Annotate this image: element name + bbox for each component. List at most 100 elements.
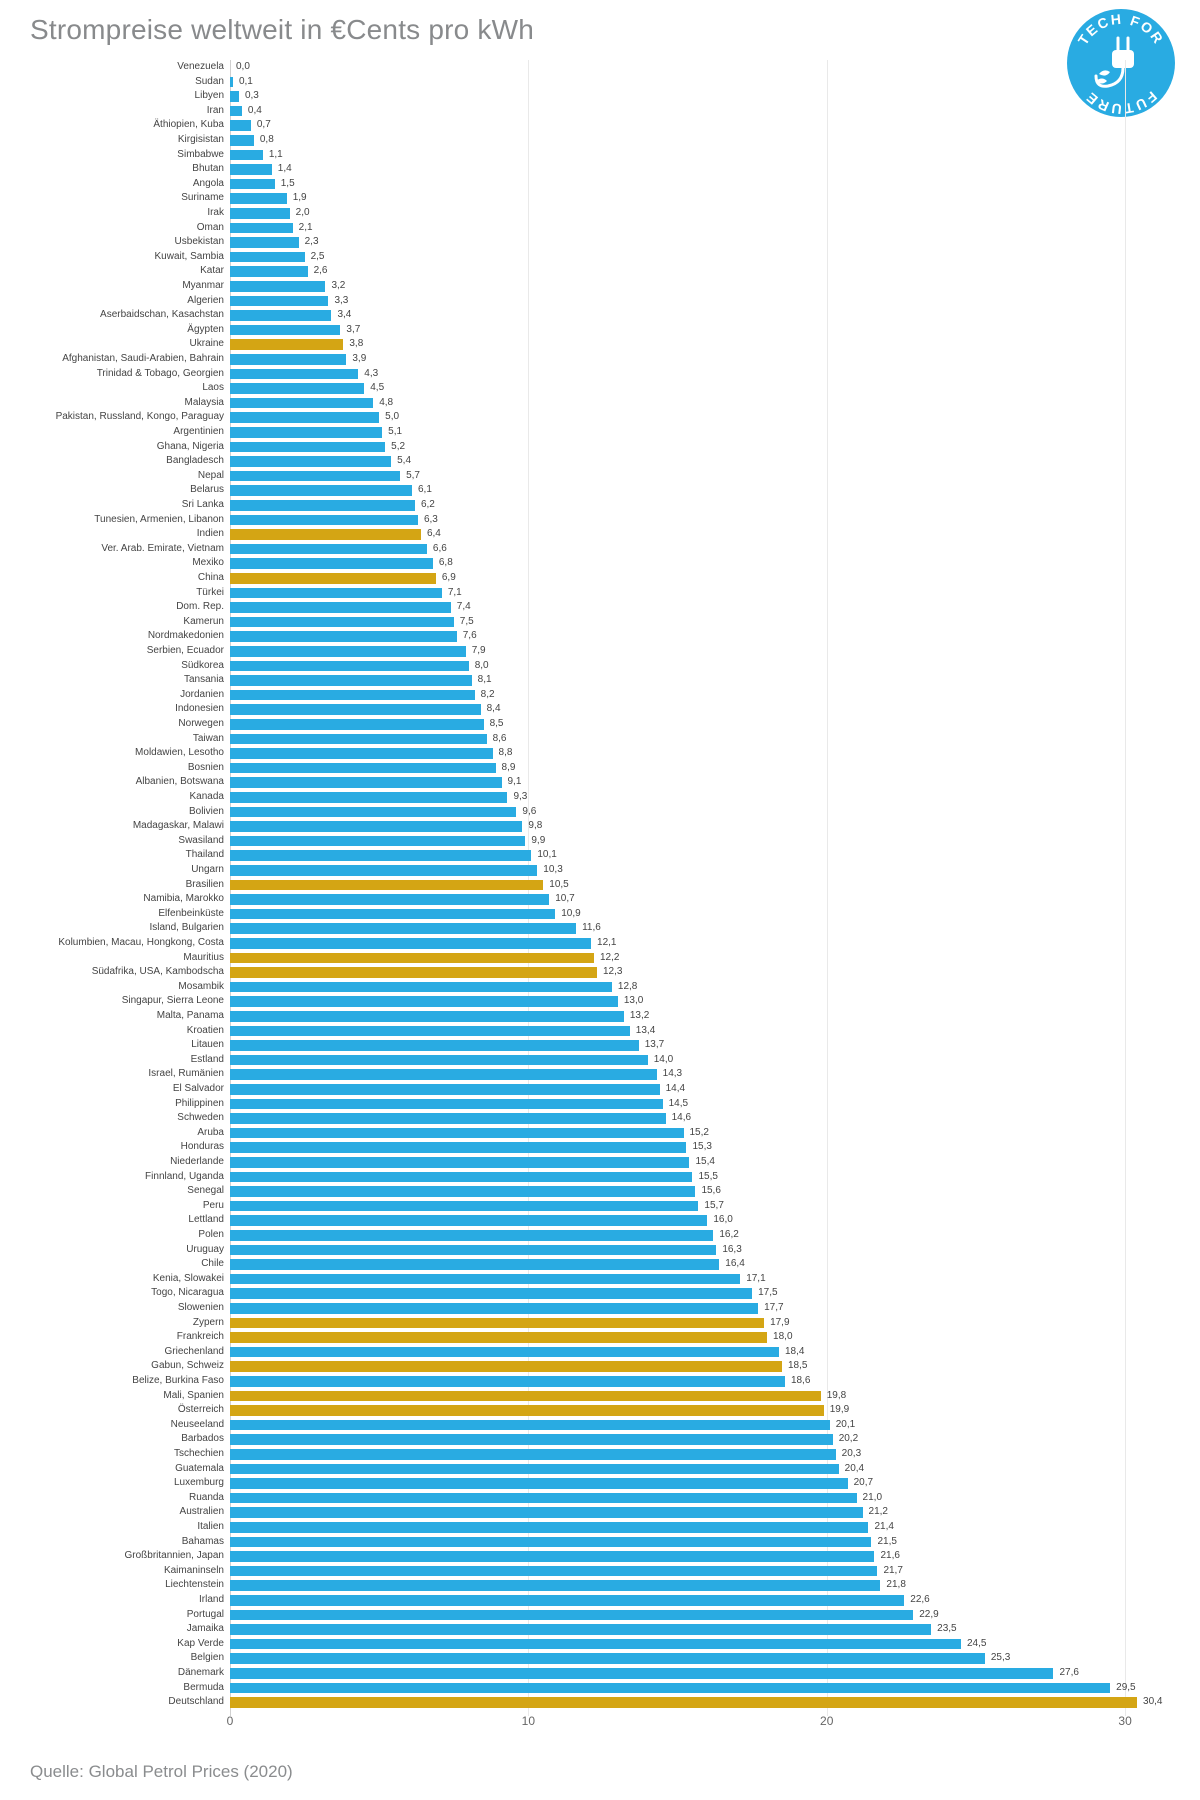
category-label: Argentinien — [4, 425, 224, 440]
value-label: 17,7 — [758, 1301, 783, 1316]
value-label: 7,4 — [451, 600, 471, 615]
bar-row: Kuwait, Sambia2,5 — [230, 250, 1140, 265]
bar-row: Dom. Rep.7,4 — [230, 600, 1140, 615]
category-label: Bermuda — [4, 1681, 224, 1696]
bar — [230, 1026, 630, 1037]
bar-row: Honduras15,3 — [230, 1140, 1140, 1155]
bar — [230, 982, 612, 993]
category-label: Australien — [4, 1505, 224, 1520]
bar — [230, 646, 466, 657]
bar-row: Swasiland9,9 — [230, 834, 1140, 849]
category-label: Nepal — [4, 469, 224, 484]
category-label: Tschechien — [4, 1447, 224, 1462]
value-label: 21,8 — [880, 1578, 905, 1593]
category-label: Angola — [4, 177, 224, 192]
bar-row: Chile16,4 — [230, 1257, 1140, 1272]
bar — [230, 1610, 913, 1621]
category-label: Ghana, Nigeria — [4, 440, 224, 455]
category-label: Bolivien — [4, 805, 224, 820]
bar-row: Tunesien, Armenien, Libanon6,3 — [230, 513, 1140, 528]
value-label: 1,9 — [287, 191, 307, 206]
value-label: 6,3 — [418, 513, 438, 528]
value-label: 3,4 — [331, 308, 351, 323]
category-label: Großbritannien, Japan — [4, 1549, 224, 1564]
bar — [230, 850, 531, 861]
bar-row: Angola1,5 — [230, 177, 1140, 192]
category-label: Slowenien — [4, 1301, 224, 1316]
bar — [230, 427, 382, 438]
bar-row: Guatemala20,4 — [230, 1462, 1140, 1477]
value-label: 19,9 — [824, 1403, 849, 1418]
category-label: Belarus — [4, 483, 224, 498]
page: Strompreise weltweit in €Cents pro kWh T… — [0, 0, 1200, 1800]
value-label: 12,1 — [591, 936, 616, 951]
value-label: 16,3 — [716, 1243, 741, 1258]
bar — [230, 588, 442, 599]
category-label: Kanada — [4, 790, 224, 805]
bar — [230, 1113, 666, 1124]
bar — [230, 558, 433, 569]
value-label: 15,3 — [686, 1140, 711, 1155]
bar — [230, 1493, 857, 1504]
category-label: Norwegen — [4, 717, 224, 732]
bar-row: Bangladesch5,4 — [230, 454, 1140, 469]
value-label: 22,9 — [913, 1608, 938, 1623]
bar-row: Moldawien, Lesotho8,8 — [230, 746, 1140, 761]
bar-row: Iran0,4 — [230, 104, 1140, 119]
bar — [230, 500, 415, 511]
category-label: Tunesien, Armenien, Libanon — [4, 513, 224, 528]
category-label: Kroatien — [4, 1024, 224, 1039]
value-label: 15,4 — [689, 1155, 714, 1170]
value-label: 9,1 — [502, 775, 522, 790]
bar-row: Äthiopien, Kuba0,7 — [230, 118, 1140, 133]
category-label: Mosambik — [4, 980, 224, 995]
category-label: Trinidad & Tobago, Georgien — [4, 367, 224, 382]
bar-row: Irak2,0 — [230, 206, 1140, 221]
bar-row: Indonesien8,4 — [230, 702, 1140, 717]
bar-row: Liechtenstein21,8 — [230, 1578, 1140, 1593]
value-label: 15,6 — [695, 1184, 720, 1199]
value-label: 12,8 — [612, 980, 637, 995]
category-label: Kuwait, Sambia — [4, 250, 224, 265]
bar-row: Mexiko6,8 — [230, 556, 1140, 571]
bar-row: Israel, Rumänien14,3 — [230, 1067, 1140, 1082]
bar — [230, 1172, 692, 1183]
value-label: 0,0 — [230, 60, 250, 75]
bar-highlight — [230, 880, 543, 891]
bar-highlight — [230, 1332, 767, 1343]
bar-highlight — [230, 967, 597, 978]
bar-row: Malta, Panama13,2 — [230, 1009, 1140, 1024]
bar-row: Frankreich18,0 — [230, 1330, 1140, 1345]
bar — [230, 777, 502, 788]
bar-row: Gabun, Schweiz18,5 — [230, 1359, 1140, 1374]
bar — [230, 1055, 648, 1066]
bar-row: Argentinien5,1 — [230, 425, 1140, 440]
bar-row: Tschechien20,3 — [230, 1447, 1140, 1462]
bar — [230, 266, 308, 277]
bar — [230, 748, 493, 759]
bar — [230, 1347, 779, 1358]
value-label: 13,4 — [630, 1024, 655, 1039]
bar — [230, 1245, 716, 1256]
category-label: Pakistan, Russland, Kongo, Paraguay — [4, 410, 224, 425]
bar-row: Myanmar3,2 — [230, 279, 1140, 294]
bar — [230, 675, 472, 686]
bar-row: Mauritius12,2 — [230, 951, 1140, 966]
value-label: 6,1 — [412, 483, 432, 498]
bar-row: Südkorea8,0 — [230, 659, 1140, 674]
bar-row: Albanien, Botswana9,1 — [230, 775, 1140, 790]
category-label: Myanmar — [4, 279, 224, 294]
value-label: 2,6 — [308, 264, 328, 279]
bar-row: Ungarn10,3 — [230, 863, 1140, 878]
category-label: Libyen — [4, 89, 224, 104]
bar-row: Dänemark27,6 — [230, 1666, 1140, 1681]
bar-row: Mali, Spanien19,8 — [230, 1389, 1140, 1404]
bar — [230, 792, 507, 803]
category-label: Neuseeland — [4, 1418, 224, 1433]
category-label: Togo, Nicaragua — [4, 1286, 224, 1301]
bar-row: Bolivien9,6 — [230, 805, 1140, 820]
bar-row: Taiwan8,6 — [230, 732, 1140, 747]
bar-row: Madagaskar, Malawi9,8 — [230, 819, 1140, 834]
category-label: Finnland, Uganda — [4, 1170, 224, 1185]
bar — [230, 412, 379, 423]
